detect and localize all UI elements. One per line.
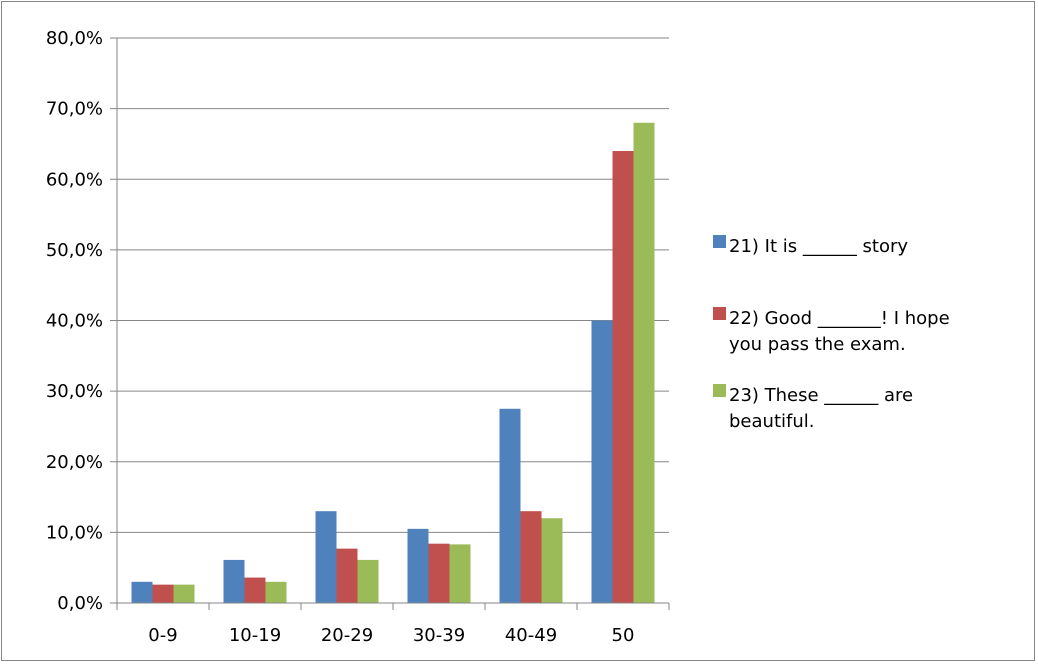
y-tick-label: 70,0% bbox=[46, 99, 103, 120]
legend-label: 22) Good _______! I hope bbox=[729, 308, 950, 329]
bar-20-29-series-2 bbox=[336, 548, 358, 603]
y-tick-label: 30,0% bbox=[46, 381, 103, 402]
x-tick-label: 30-39 bbox=[413, 625, 465, 646]
bar-30-39-series-1 bbox=[407, 528, 429, 603]
bar-30-39-series-3 bbox=[449, 544, 471, 603]
y-tick-label: 80,0% bbox=[46, 28, 103, 49]
gridlines bbox=[117, 37, 669, 533]
legend: 21) It is ______ story 22) Good _______! … bbox=[713, 235, 950, 432]
y-tick-label: 20,0% bbox=[46, 452, 103, 473]
bar-50-series-2 bbox=[612, 151, 634, 603]
bar-20-29-series-1 bbox=[315, 511, 337, 603]
bar-50-series-3 bbox=[633, 122, 655, 603]
x-tick-label: 40-49 bbox=[505, 625, 557, 646]
bar-10-19-series-3 bbox=[265, 581, 287, 603]
legend-label: you pass the exam. bbox=[729, 334, 906, 355]
x-tick-label: 20-29 bbox=[321, 625, 373, 646]
y-tick-label: 40,0% bbox=[46, 311, 103, 332]
y-tick-label: 50,0% bbox=[46, 240, 103, 261]
legend-swatch-series-1 bbox=[713, 235, 726, 248]
axes bbox=[110, 37, 670, 610]
bar-0-9-series-3 bbox=[173, 584, 195, 603]
bar-30-39-series-2 bbox=[428, 543, 450, 603]
bar-10-19-series-1 bbox=[223, 559, 245, 603]
legend-label: 21) It is ______ story bbox=[729, 236, 908, 257]
legend-label: beautiful. bbox=[729, 411, 814, 432]
legend-swatch-series-2 bbox=[713, 307, 726, 320]
y-tick-label: 10,0% bbox=[46, 522, 103, 543]
y-tick-label: 0,0% bbox=[57, 593, 103, 614]
bar-40-49-series-3 bbox=[541, 518, 563, 603]
legend-swatch-series-3 bbox=[713, 384, 726, 397]
bar-40-49-series-1 bbox=[499, 408, 521, 603]
bar-40-49-series-2 bbox=[520, 511, 542, 603]
bars bbox=[131, 122, 655, 603]
bar-50-series-1 bbox=[591, 320, 613, 603]
x-tick-label: 0-9 bbox=[148, 625, 177, 646]
x-tick-label: 10-19 bbox=[229, 625, 281, 646]
x-tick-labels: 0-9 10-19 20-29 30-39 40-49 50 bbox=[148, 625, 634, 646]
bar-0-9-series-2 bbox=[152, 584, 174, 603]
legend-label: 23) These ______ are bbox=[729, 385, 913, 406]
bar-10-19-series-2 bbox=[244, 577, 266, 603]
bar-0-9-series-1 bbox=[131, 581, 153, 603]
y-tick-labels: 0,0% 10,0% 20,0% 30,0% 40,0% 50,0% 60,0% 70,0% 8… bbox=[46, 28, 103, 614]
y-tick-label: 60,0% bbox=[46, 169, 103, 190]
x-tick-label: 50 bbox=[612, 625, 635, 646]
bar-20-29-series-3 bbox=[357, 559, 379, 603]
